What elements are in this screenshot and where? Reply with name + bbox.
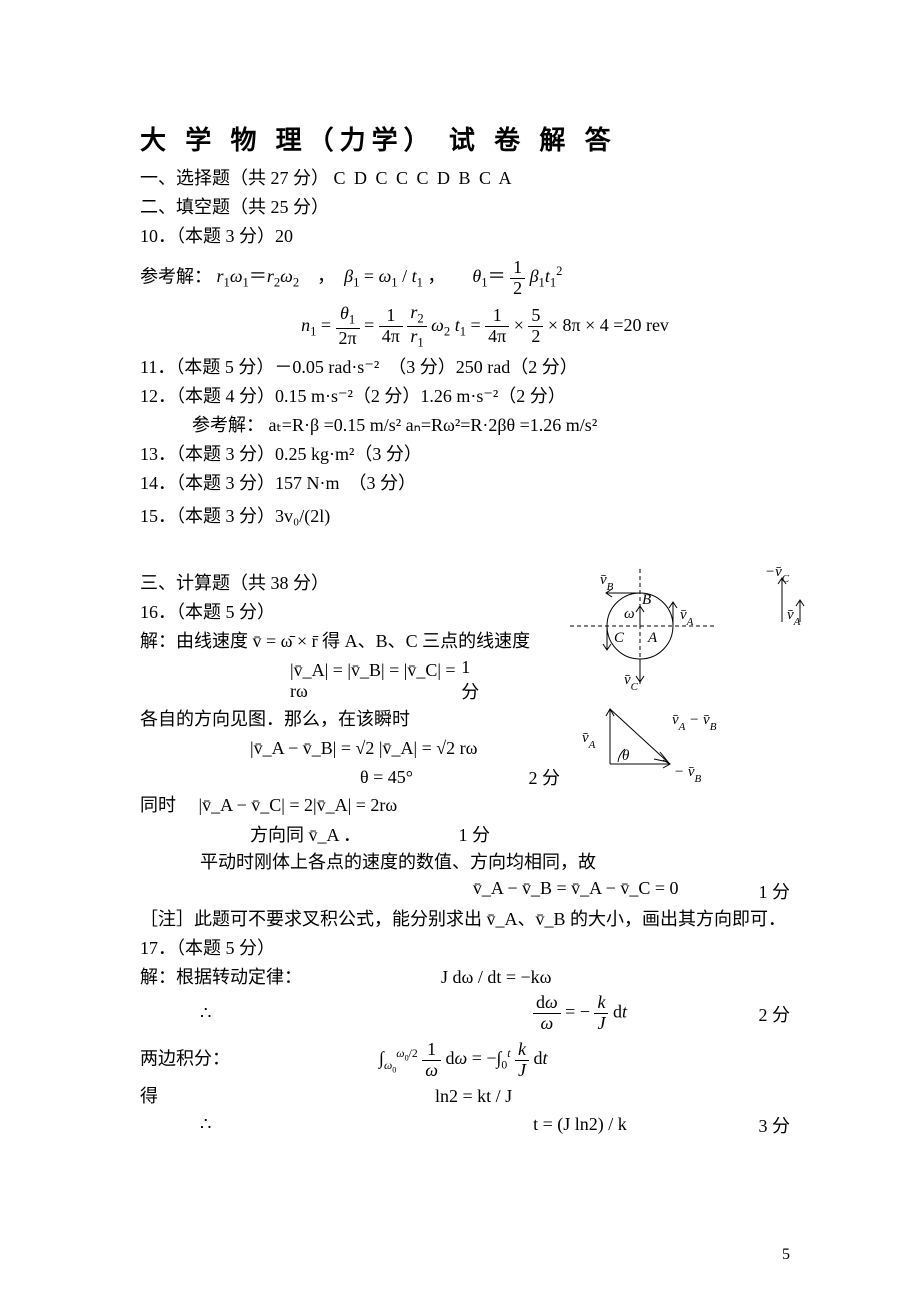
q17-s1: 2 分	[759, 1001, 791, 1027]
q16-eq3-row: v̄_A − v̄_B = v̄_A − v̄_C = 0 1 分	[140, 878, 790, 904]
svg-text:− v̄B: − v̄B	[674, 764, 702, 784]
q17-l2: ∴	[200, 1003, 211, 1024]
q16-eq1: |v̄_A| = |v̄_B| = |v̄_C| = rω	[290, 660, 461, 702]
svg-text:B: B	[642, 592, 651, 608]
q17-eq4: ln2 = kt / J	[435, 1086, 512, 1106]
q17-eq5: t = (J ln2) / k	[533, 1114, 627, 1135]
q17-l3-row: 两边积分： ∫ω0ω0/2 1ω dω = −∫0t kJ dt	[140, 1040, 790, 1081]
q16-s4: 1 分	[759, 878, 791, 904]
svg-text:v̄B: v̄B	[600, 572, 614, 593]
q16-note: ［注］此题可不要求叉积公式，能分别求出 v̄_A、v̄_B 的大小，画出其方向即…	[140, 906, 790, 933]
q17-l5: ∴	[200, 1114, 211, 1135]
q16-l5: 平动时刚体上各点的速度的数值、方向均相同，故	[200, 849, 790, 876]
q16-l4: 方向同 v̄_A ．	[250, 821, 361, 847]
q17-l1: 解：根据转动定律：	[140, 967, 302, 987]
q10-ref: 参考解： r1ω1＝r2ω2 ， β1 = ω1 / t1 ， θ1＝ 12 β…	[140, 258, 790, 299]
q17-eq2-row: ∴ dωω = − kJ dt 2 分	[140, 993, 790, 1034]
svg-text:ω: ω	[624, 606, 635, 622]
mc-heading-text: 一、选择题（共 27 分）	[140, 168, 329, 188]
q17-s2: 3 分	[758, 1112, 790, 1138]
svg-text:θ: θ	[622, 748, 630, 764]
svg-text:−v̄C: −v̄C	[765, 564, 790, 585]
q16-eq2b: θ = 45°	[360, 767, 413, 788]
q16-eq3: v̄_A − v̄_B = v̄_A − v̄_C = 0	[473, 878, 679, 904]
svg-text:v̄C: v̄C	[624, 672, 639, 693]
fill-heading: 二、填空题（共 25 分）	[140, 194, 790, 221]
q14: 14．（本题 3 分）157 N·m （3 分）	[140, 470, 790, 497]
q16-diagram: v̄B −v̄C v̄A v̄A B A C ω v̄C v̄A v̄A − v…	[540, 564, 820, 784]
q17-eq3: ∫ω0ω0/2 1ω dω = −∫0t kJ dt	[379, 1048, 548, 1068]
q10-eq-b: n1 = θ12π = 14π r2r1 ω2 t1 = 14π × 52 × …	[180, 303, 790, 351]
section-3: v̄B −v̄C v̄A v̄A B A C ω v̄C v̄A v̄A − v…	[140, 570, 790, 1137]
q10-ref-label: 参考解：	[140, 266, 217, 286]
q16-l4-row: 方向同 v̄_A ． 1 分	[140, 821, 790, 847]
q10-eq-a: r1ω1＝r2ω2 ， β1 = ω1 / t1 ， θ1＝ 12 β1t12	[217, 266, 563, 286]
svg-text:v̄A: v̄A	[582, 730, 596, 751]
svg-text:v̄A: v̄A	[680, 607, 694, 628]
q11: 11．（本题 5 分）－0.05 rad·s⁻² （3 分）250 rad（2 …	[140, 354, 790, 381]
q12a: 12．（本题 4 分）0.15 m·s⁻²（2 分）1.26 m·s⁻²（2 分…	[140, 383, 790, 410]
q12b: 参考解： aₜ=R·β =0.15 m/s² aₙ=Rω²=R·2βθ =1.2…	[192, 412, 790, 439]
q17-l4-row: 得 ln2 = kt / J	[140, 1083, 790, 1110]
svg-text:v̄A − v̄B: v̄A − v̄B	[672, 712, 717, 733]
q17-head: 17．（本题 5 分）	[140, 935, 790, 962]
q10-head: 10．（本题 3 分）20	[140, 223, 790, 250]
q17-eq1: J dω / dt = −kω	[441, 967, 552, 987]
page-title: 大 学 物 理（力学） 试 卷 解 答	[140, 120, 790, 157]
q16-l3: 同时 |v̄_A − v̄_C| = 2|v̄_A| = 2rω	[140, 792, 790, 819]
q13: 13．（本题 3 分）0.25 kg·m²（3 分）	[140, 441, 790, 468]
page-number: 5	[782, 1246, 790, 1264]
q17-l4: 得	[140, 1086, 158, 1106]
q17-eq2: dωω = − kJ dt	[533, 993, 627, 1034]
q16-s1: 1 分	[461, 657, 490, 704]
q17-l1-row: 解：根据转动定律： J dω / dt = −kω	[140, 964, 790, 991]
mc-answers: C D C C C D B C A	[334, 168, 514, 188]
svg-text:A: A	[647, 630, 658, 646]
svg-text:v̄A: v̄A	[787, 607, 801, 628]
mc-heading: 一、选择题（共 27 分） C D C C C D B C A	[140, 165, 790, 192]
q15: 15．（本题 3 分）3v₀/(2l)	[140, 503, 790, 530]
q17-l5-row: ∴ t = (J ln2) / k 3 分	[140, 1112, 790, 1138]
q16-s3: 1 分	[459, 821, 491, 847]
q17-l3: 两边积分：	[140, 1048, 230, 1068]
svg-text:C: C	[614, 630, 625, 646]
